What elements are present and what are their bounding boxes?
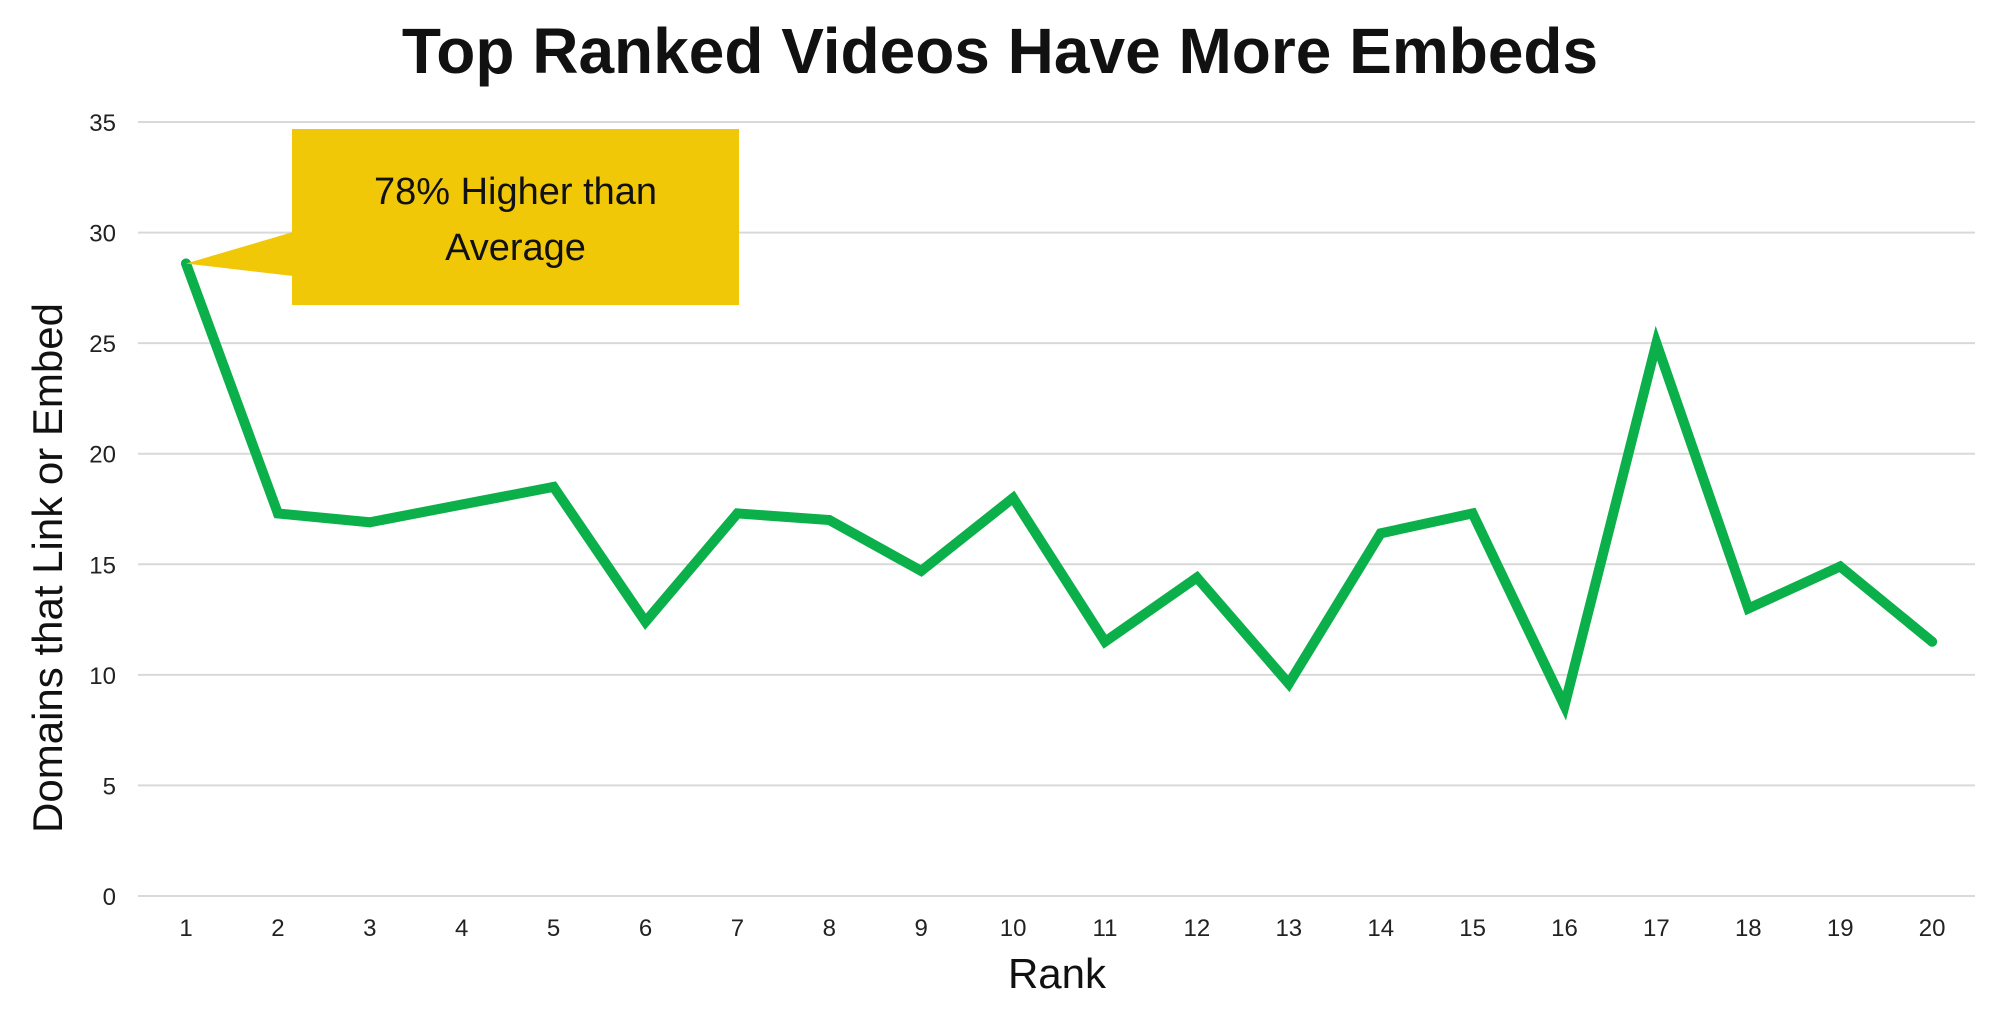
y-tick-label: 35 xyxy=(89,110,116,137)
callout-box xyxy=(292,129,739,305)
y-axis-label: Domains that Link or Embed xyxy=(24,303,71,833)
callout-pointer xyxy=(186,232,293,276)
y-tick-label: 0 xyxy=(103,884,116,911)
x-tick-label: 20 xyxy=(1919,915,1946,942)
x-tick-label: 16 xyxy=(1551,915,1578,942)
x-axis-label: Rank xyxy=(1008,950,1107,997)
y-tick-label: 5 xyxy=(103,773,116,800)
data-point xyxy=(1008,492,1019,503)
data-point xyxy=(1651,338,1662,349)
x-tick-label: 8 xyxy=(823,915,836,942)
x-tick-label: 9 xyxy=(915,915,928,942)
data-point xyxy=(1191,572,1202,583)
data-point xyxy=(1100,636,1110,647)
x-tick-label: 13 xyxy=(1275,915,1302,942)
x-tick-label: 1 xyxy=(179,915,192,942)
x-tick-label: 14 xyxy=(1367,915,1394,942)
x-tick-label: 18 xyxy=(1735,915,1762,942)
x-tick-label: 7 xyxy=(731,915,744,942)
grid-layer xyxy=(138,121,1975,897)
y-tick-label: 20 xyxy=(89,442,116,469)
x-tick-label: 12 xyxy=(1184,915,1211,942)
x-tick-label: 4 xyxy=(455,915,468,942)
data-point xyxy=(1283,678,1294,689)
data-point xyxy=(824,515,835,526)
chart-title: Top Ranked Videos Have More Embeds xyxy=(401,15,1599,87)
data-point xyxy=(548,481,559,492)
data-point xyxy=(364,517,375,528)
data-point xyxy=(456,499,467,510)
data-point xyxy=(640,616,651,627)
x-tick-label: 15 xyxy=(1459,915,1486,942)
x-tick-label: 5 xyxy=(547,915,560,942)
x-tick-label: 6 xyxy=(639,915,652,942)
data-point xyxy=(272,508,283,519)
data-point xyxy=(732,508,743,519)
x-tick-label: 17 xyxy=(1643,915,1670,942)
data-point xyxy=(1467,508,1478,519)
x-tick-label: 2 xyxy=(271,915,284,942)
callout-text-line: Average xyxy=(445,227,586,269)
data-point xyxy=(1743,603,1754,614)
data-point xyxy=(1927,636,1938,647)
annotation-callout: 78% Higher than Average xyxy=(186,129,739,305)
y-tick-label: 15 xyxy=(89,552,116,579)
series-layer xyxy=(181,258,1938,721)
x-tick-label: 3 xyxy=(363,915,376,942)
x-axis-ticks: 1 2 3 4 5 6 7 8 9 10 11 12 13 14 15 16 17 18 19 20 xyxy=(179,915,1945,942)
y-axis-ticks: 0 5 10 15 20 25 30 35 xyxy=(89,110,116,911)
data-point xyxy=(1559,700,1570,711)
callout-text-line: 78% Higher than xyxy=(374,171,657,213)
y-tick-label: 30 xyxy=(89,221,116,248)
x-tick-label: 10 xyxy=(1000,915,1027,942)
data-point xyxy=(1375,528,1386,539)
x-tick-label: 11 xyxy=(1093,915,1118,942)
data-point xyxy=(1835,561,1846,572)
y-tick-label: 25 xyxy=(89,331,116,358)
x-tick-label: 19 xyxy=(1827,915,1854,942)
y-tick-label: 10 xyxy=(89,663,116,690)
series-line xyxy=(181,258,1938,721)
data-point xyxy=(916,565,927,576)
